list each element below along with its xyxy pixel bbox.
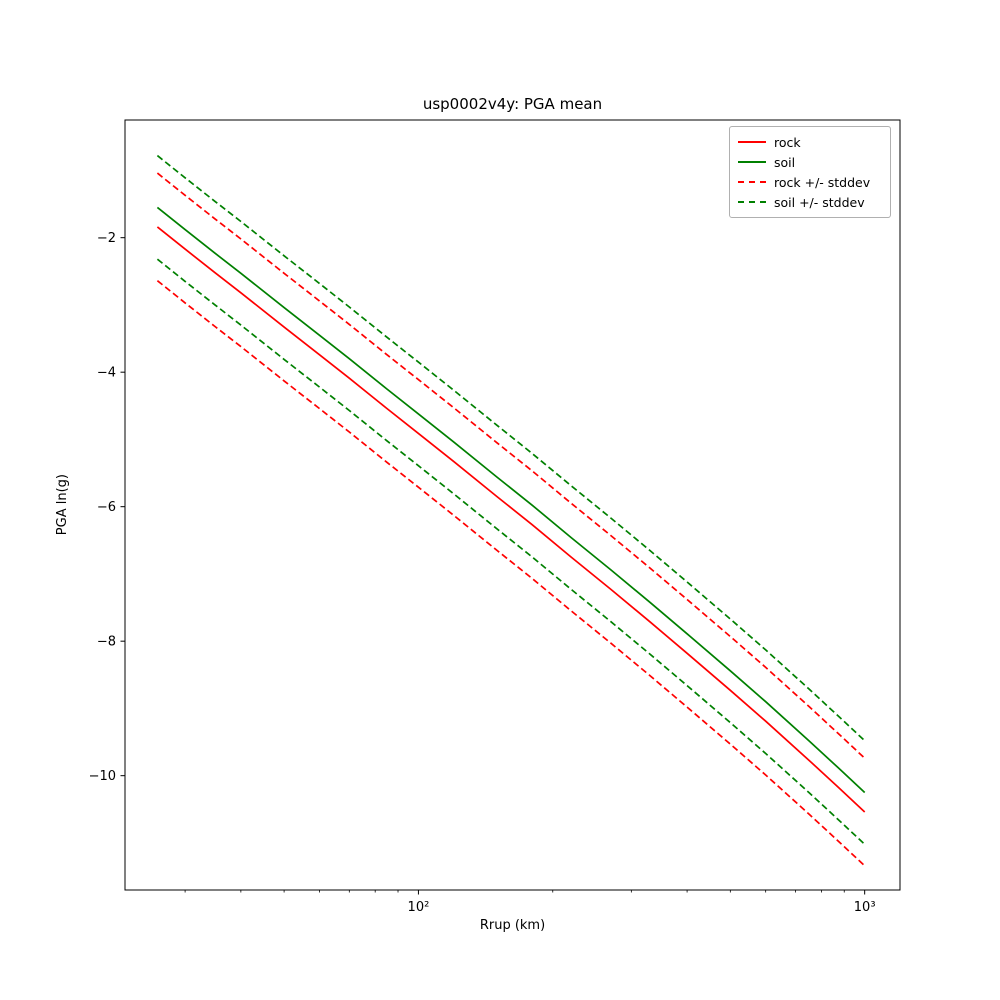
x-tick-label: 10²: [408, 900, 430, 915]
legend-label: soil +/- stddev: [774, 194, 865, 210]
legend-label: soil: [774, 154, 796, 170]
y-tick-label: −10: [89, 769, 116, 784]
y-tick-label: −6: [97, 500, 116, 515]
series-line-soil: [156, 206, 866, 794]
series-line-soil-stddev: [156, 154, 866, 742]
series-line-rock: [156, 226, 866, 813]
legend-entry-soil: soil: [738, 152, 882, 172]
legend-line-sample-rock-stddev: [738, 181, 766, 183]
series-line-rock-stddev: [156, 280, 866, 867]
y-axis-label-wrap: PGA ln(g): [52, 120, 72, 890]
y-tick-label: −8: [97, 635, 116, 650]
series-line-soil-stddev: [156, 258, 866, 845]
y-tick-label: −4: [97, 366, 116, 381]
legend-line-sample-soil-stddev: [738, 201, 766, 203]
x-axis-label: Rrup (km): [479, 918, 546, 933]
x-tick-label: 10³: [854, 900, 876, 915]
legend-label: rock +/- stddev: [774, 174, 871, 190]
legend-label: rock: [774, 134, 801, 150]
legend-entry-rock: rock: [738, 132, 882, 152]
legend-line-sample-rock: [738, 141, 766, 143]
plot-title: usp0002v4y: PGA mean: [422, 95, 603, 113]
series-line-rock-stddev: [156, 172, 866, 759]
y-axis-label: PGA ln(g): [54, 474, 70, 536]
legend: rock soil rock +/- stddev soil +/- stdde…: [729, 126, 891, 218]
legend-entry-rock-stddev: rock +/- stddev: [738, 172, 882, 192]
legend-entry-soil-stddev: soil +/- stddev: [738, 192, 882, 212]
legend-line-sample-soil: [738, 161, 766, 163]
y-tick-label: −2: [97, 231, 116, 246]
axes-frame: [124, 119, 901, 891]
